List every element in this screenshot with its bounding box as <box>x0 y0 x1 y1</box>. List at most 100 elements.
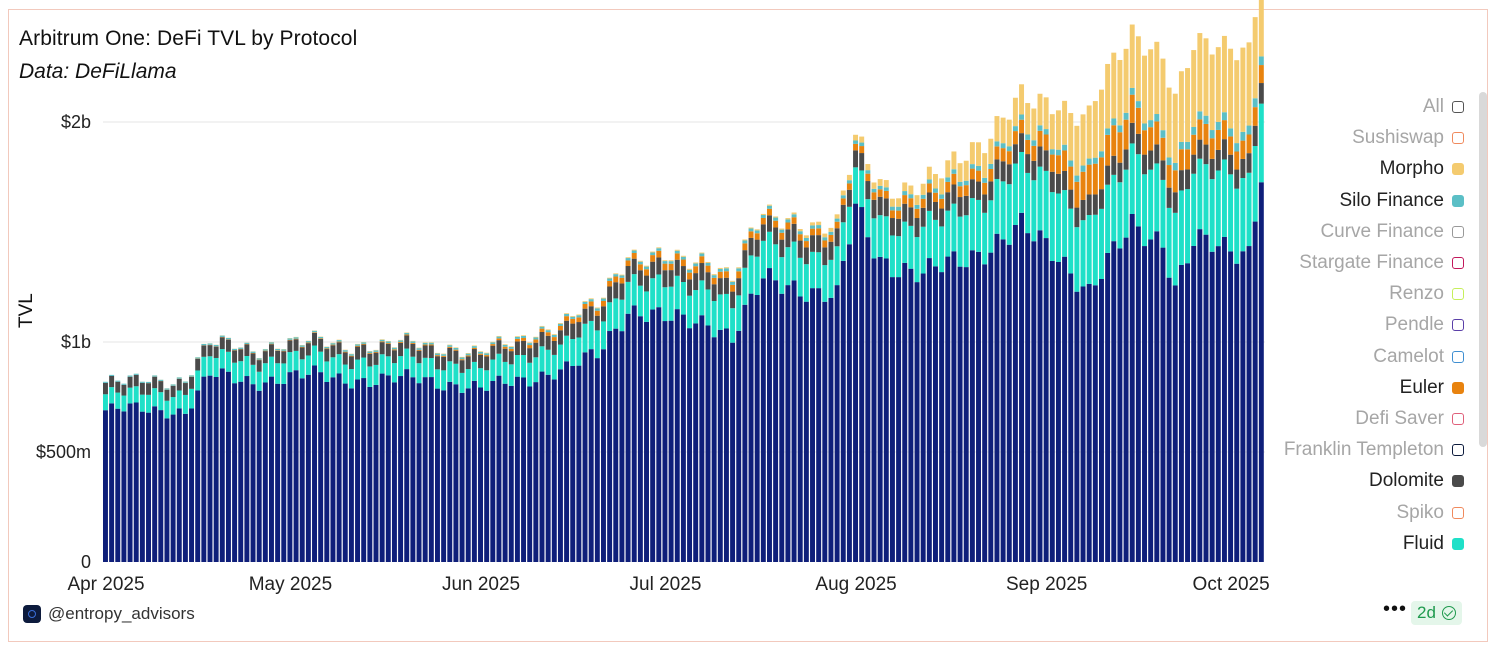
bar-segment-fluid[interactable] <box>428 358 434 378</box>
bar-segment-base[interactable] <box>459 392 465 562</box>
bar-segment-fluid[interactable] <box>1246 172 1252 247</box>
bar-segment-dolomite[interactable] <box>564 320 570 336</box>
bar-segment-silo-finance[interactable] <box>773 217 779 221</box>
bar-segment-silo-finance[interactable] <box>754 230 760 234</box>
bar-segment-dolomite[interactable] <box>1129 122 1135 144</box>
bar-segment-base[interactable] <box>551 379 557 562</box>
bar-segment-base[interactable] <box>361 378 367 562</box>
bar-segment-dolomite[interactable] <box>1074 207 1080 228</box>
bar-segment-morpho[interactable] <box>920 183 926 195</box>
bar-segment-dolomite[interactable] <box>195 358 201 371</box>
bar-segment-dolomite[interactable] <box>484 356 490 371</box>
bar-segment-base[interactable] <box>391 382 397 562</box>
bar-segment-dolomite[interactable] <box>773 227 779 245</box>
bar-segment-euler[interactable] <box>951 173 957 185</box>
bar-segment-morpho[interactable] <box>1197 33 1203 112</box>
bar-segment-base[interactable] <box>453 384 459 562</box>
bar-segment-dolomite[interactable] <box>539 331 545 347</box>
bar-segment-dolomite[interactable] <box>533 342 539 358</box>
bar-segment-euler[interactable] <box>853 143 859 151</box>
bar-segment-dolomite[interactable] <box>213 346 219 358</box>
bar-segment-base[interactable] <box>650 309 656 562</box>
bar-segment-silo-finance[interactable] <box>1246 125 1252 135</box>
bar-segment-base[interactable] <box>1019 212 1025 562</box>
bar-segment-morpho[interactable] <box>822 233 828 238</box>
bar-segment-morpho[interactable] <box>810 222 815 226</box>
bar-segment-fluid[interactable] <box>262 363 268 383</box>
bar-segment-base[interactable] <box>1105 252 1111 562</box>
bar-segment-silo-finance[interactable] <box>533 337 539 340</box>
bar-segment-fluid[interactable] <box>914 237 920 283</box>
bar-segment-fluid[interactable] <box>281 363 287 384</box>
bar-segment-morpho[interactable] <box>736 267 742 269</box>
bar-segment-dolomite[interactable] <box>416 350 422 364</box>
bar-segment-fluid[interactable] <box>1099 208 1104 279</box>
bar-segment-dolomite[interactable] <box>428 345 434 359</box>
legend-item-pendle[interactable]: Pendle <box>1262 313 1464 337</box>
bar-segment-euler[interactable] <box>391 349 397 351</box>
bar-segment-fluid[interactable] <box>1209 179 1215 252</box>
author-handle[interactable]: @entropy_advisors <box>48 604 195 623</box>
bar-segment-morpho[interactable] <box>1172 93 1178 163</box>
bar-segment-silo-finance[interactable] <box>367 351 373 354</box>
bar-segment-silo-finance[interactable] <box>1117 125 1123 133</box>
bar-segment-base[interactable] <box>840 260 846 562</box>
bar-segment-silo-finance[interactable] <box>668 261 674 264</box>
bar-segment-silo-finance[interactable] <box>398 340 404 342</box>
bar-segment-fluid[interactable] <box>865 199 871 238</box>
bar-segment-euler[interactable] <box>748 231 754 238</box>
bar-segment-euler[interactable] <box>594 310 600 316</box>
bar-segment-silo-finance[interactable] <box>1105 128 1111 135</box>
bar-segment-base[interactable] <box>582 352 588 562</box>
bar-segment-silo-finance[interactable] <box>674 250 680 254</box>
bar-segment-euler[interactable] <box>631 252 637 259</box>
bar-segment-base[interactable] <box>1117 248 1123 562</box>
bar-segment-euler[interactable] <box>459 359 465 361</box>
bar-segment-base[interactable] <box>779 293 785 562</box>
bar-segment-fluid[interactable] <box>385 356 391 376</box>
bar-segment-dolomite[interactable] <box>644 275 649 292</box>
bar-segment-base[interactable] <box>299 378 305 562</box>
bar-segment-euler[interactable] <box>945 181 951 193</box>
bar-segment-dolomite[interactable] <box>840 204 846 223</box>
bar-segment-dolomite[interactable] <box>730 291 736 309</box>
bar-segment-euler[interactable] <box>976 170 981 182</box>
bar-segment-euler[interactable] <box>693 266 699 274</box>
bar-segment-dolomite[interactable] <box>514 341 520 356</box>
bar-segment-fluid[interactable] <box>103 394 108 411</box>
bar-segment-silo-finance[interactable] <box>877 185 883 190</box>
bar-segment-morpho[interactable] <box>908 185 914 195</box>
bar-segment-base[interactable] <box>355 379 361 562</box>
bar-segment-fluid[interactable] <box>1240 178 1246 252</box>
bar-segment-silo-finance[interactable] <box>1111 118 1117 126</box>
bar-segment-silo-finance[interactable] <box>1099 151 1104 158</box>
bar-segment-morpho[interactable] <box>668 260 674 262</box>
bar-segment-dolomite[interactable] <box>834 228 840 247</box>
bar-segment-base[interactable] <box>865 237 871 563</box>
bar-segment-morpho[interactable] <box>594 307 600 309</box>
bar-segment-fluid[interactable] <box>754 256 760 295</box>
bar-segment-dolomite[interactable] <box>1172 192 1178 213</box>
bar-segment-morpho[interactable] <box>1025 103 1031 135</box>
bar-segment-base[interactable] <box>969 250 975 562</box>
bar-segment-fluid[interactable] <box>361 357 367 379</box>
bar-segment-morpho[interactable] <box>1185 68 1191 142</box>
bar-segment-base[interactable] <box>367 386 373 562</box>
bar-segment-base[interactable] <box>1203 234 1209 562</box>
bar-segment-fluid[interactable] <box>742 267 748 305</box>
bar-segment-euler[interactable] <box>625 260 631 267</box>
bar-segment-fluid[interactable] <box>853 167 859 204</box>
bar-segment-silo-finance[interactable] <box>1228 128 1234 137</box>
bar-segment-euler[interactable] <box>471 347 477 350</box>
legend-swatch[interactable] <box>1452 163 1464 176</box>
bar-segment-base[interactable] <box>717 329 723 562</box>
bar-segment-base[interactable] <box>1215 246 1221 563</box>
bar-segment-fluid[interactable] <box>1006 184 1012 245</box>
legend-swatch[interactable] <box>1452 194 1464 207</box>
bar-segment-silo-finance[interactable] <box>195 357 201 359</box>
bar-segment-euler[interactable] <box>1055 155 1061 174</box>
bar-segment-fluid[interactable] <box>1019 151 1025 213</box>
bar-segment-base[interactable] <box>103 410 108 562</box>
bar-segment-silo-finance[interactable] <box>361 342 367 344</box>
bar-segment-fluid[interactable] <box>514 355 520 377</box>
